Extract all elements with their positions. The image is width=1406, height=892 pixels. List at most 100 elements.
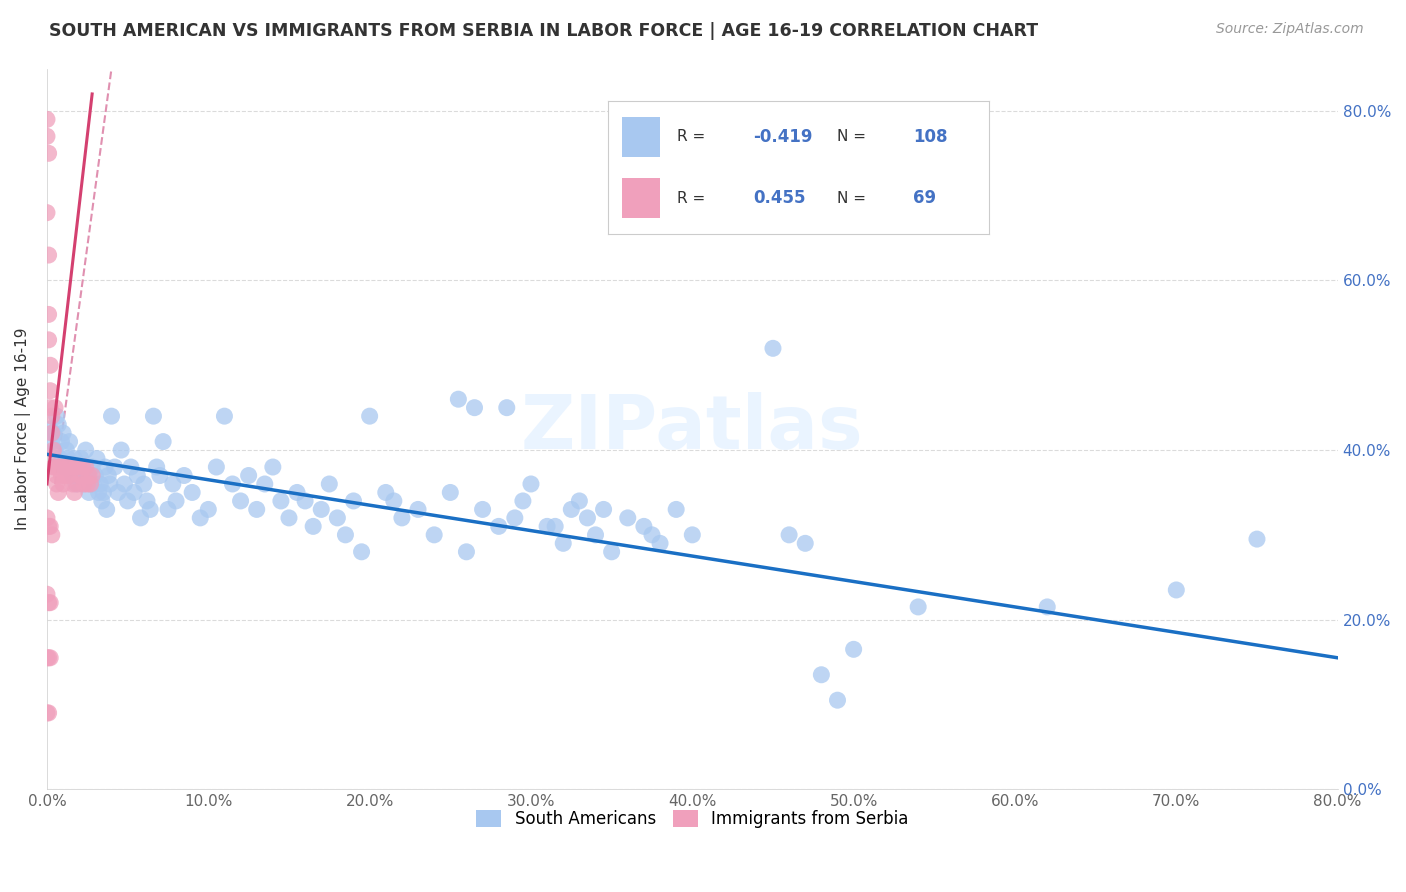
Point [463, 401, 485, 415]
Point [77, 485, 100, 500]
Point [326, 511, 349, 525]
Point [42, 426, 65, 441]
Point [35, 129, 58, 144]
Point [55, 443, 77, 458]
Point [294, 494, 316, 508]
Point [41, 528, 63, 542]
Point [75, 460, 97, 475]
Point [73, 460, 96, 475]
Point [66, 460, 89, 475]
Point [112, 477, 135, 491]
Point [38, 519, 60, 533]
Point [51, 468, 73, 483]
Point [38, 650, 60, 665]
Point [342, 494, 364, 508]
Point [842, 642, 865, 657]
Point [82, 460, 104, 475]
Point [406, 502, 429, 516]
Point [318, 477, 340, 491]
Point [391, 511, 413, 525]
Point [423, 528, 446, 542]
Point [39, 401, 62, 415]
Point [67, 468, 90, 483]
Point [49, 460, 72, 475]
Point [132, 477, 155, 491]
Point [120, 460, 142, 475]
Point [229, 494, 252, 508]
Point [46, 417, 69, 432]
Point [63, 451, 86, 466]
Point [262, 460, 284, 475]
Point [70, 468, 93, 483]
Point [1036, 599, 1059, 614]
Point [221, 477, 243, 491]
Point [162, 477, 184, 491]
Point [45, 468, 67, 483]
Point [681, 528, 703, 542]
Point [270, 494, 292, 508]
Point [122, 485, 145, 500]
Point [648, 536, 671, 550]
Point [35, 587, 58, 601]
Point [39, 650, 62, 665]
Point [79, 477, 101, 491]
Point [79, 477, 101, 491]
Point [52, 477, 75, 491]
Point [38, 307, 60, 321]
Point [35, 511, 58, 525]
Point [41, 409, 63, 424]
Point [56, 451, 79, 466]
Point [45, 409, 67, 424]
Point [86, 451, 108, 466]
Point [97, 468, 120, 483]
Point [536, 519, 558, 533]
Point [60, 460, 83, 475]
Point [181, 485, 204, 500]
Point [41, 434, 63, 449]
Point [665, 502, 688, 516]
Point [39, 422, 62, 436]
Point [83, 477, 105, 491]
Point [107, 485, 129, 500]
Point [104, 460, 127, 475]
Point [77, 468, 100, 483]
Point [382, 494, 405, 508]
Point [600, 545, 623, 559]
Point [173, 468, 195, 483]
Point [45, 477, 67, 491]
Point [39, 359, 62, 373]
Point [794, 536, 817, 550]
Point [439, 485, 461, 500]
Point [592, 502, 614, 516]
Point [46, 485, 69, 500]
Point [65, 477, 87, 491]
Point [38, 146, 60, 161]
Point [560, 502, 582, 516]
Point [471, 502, 494, 516]
Point [94, 460, 117, 475]
Point [39, 596, 62, 610]
Point [53, 460, 76, 475]
Point [907, 599, 929, 614]
Point [810, 667, 832, 681]
Point [495, 401, 517, 415]
Point [35, 205, 58, 219]
Point [44, 460, 66, 475]
Point [188, 511, 211, 525]
Point [544, 519, 567, 533]
Point [335, 528, 357, 542]
Point [72, 460, 94, 475]
Point [53, 460, 76, 475]
Point [302, 519, 325, 533]
Point [35, 706, 58, 720]
Point [63, 485, 86, 500]
Point [93, 485, 115, 500]
Point [447, 392, 470, 407]
Point [585, 528, 607, 542]
Point [374, 485, 396, 500]
Point [44, 401, 66, 415]
Point [827, 693, 849, 707]
Point [253, 477, 276, 491]
Point [42, 460, 65, 475]
Point [456, 545, 478, 559]
